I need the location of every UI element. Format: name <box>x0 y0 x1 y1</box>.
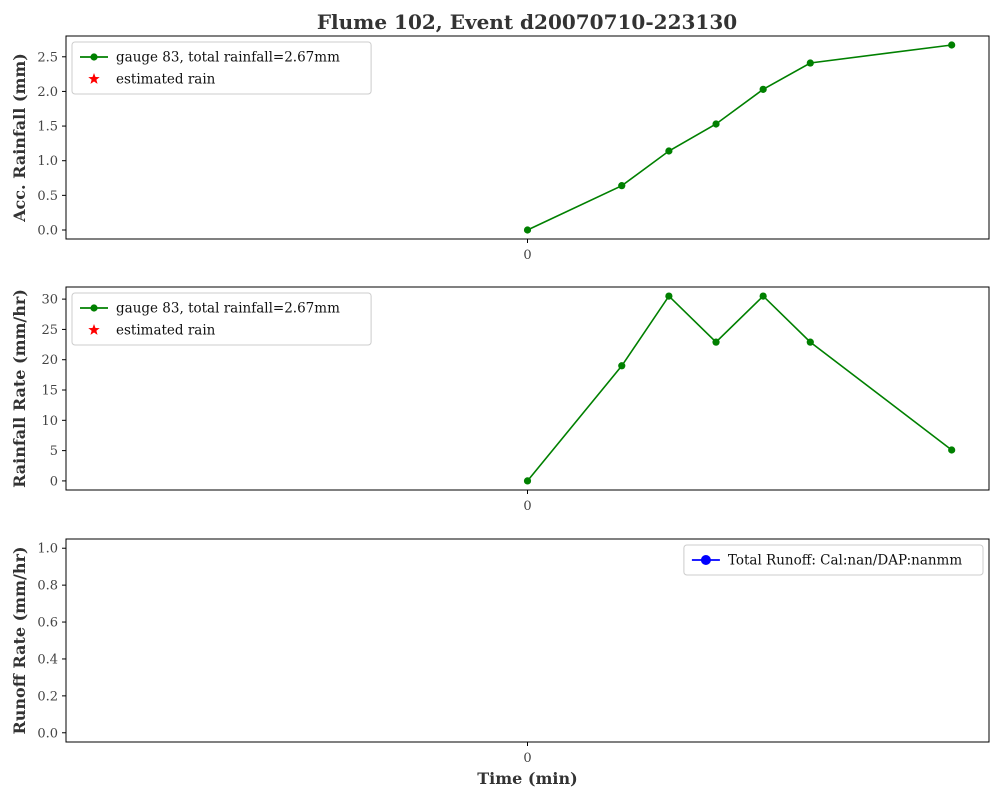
x-tick-label: 0 <box>523 248 531 263</box>
y-tick-label: 1.0 <box>37 154 58 169</box>
legend: gauge 83, total rainfall=2.67mm estimated… <box>71 41 372 95</box>
legend-label: estimated rain <box>116 72 216 88</box>
y-tick-label: 0.0 <box>37 223 58 238</box>
y-tick-label: 0.8 <box>37 579 58 594</box>
data-point <box>712 120 720 128</box>
legend: gauge 83, total rainfall=2.67mm estimated… <box>71 292 372 346</box>
y-tick-label: 0 <box>50 474 58 489</box>
legend-label: gauge 83, total rainfall=2.67mm <box>116 50 340 66</box>
legend-box <box>683 544 984 576</box>
data-point <box>712 338 720 346</box>
y-tick-label: 0.6 <box>37 616 58 631</box>
legend-box <box>71 292 372 346</box>
series-line <box>527 44 952 231</box>
legend-marker-star <box>88 324 100 335</box>
y-tick-label: 25 <box>41 323 58 338</box>
legend-box <box>71 41 372 95</box>
panel-2: 0 5 10 15 20 25 30 0 Rainfall Rate (mm/hr) gauge … <box>10 286 990 514</box>
y-tick-label: 15 <box>41 384 58 399</box>
legend-marker <box>90 53 98 61</box>
y-tick-label: 0.5 <box>37 189 58 204</box>
y-tick-label: 0.4 <box>37 652 58 667</box>
data-point <box>618 182 626 190</box>
data-point <box>523 226 532 234</box>
y-tick-label: 5 <box>50 444 58 459</box>
data-point <box>806 59 814 67</box>
y-tick-label: 0.0 <box>37 726 58 741</box>
data-point <box>523 477 532 485</box>
data-point <box>806 338 814 346</box>
y-tick-label: 1.5 <box>37 120 58 135</box>
data-point <box>759 85 767 93</box>
data-point <box>618 362 626 370</box>
y-tick-label: 0.2 <box>37 689 58 704</box>
x-tick-label: 0 <box>523 499 531 514</box>
legend-label: Total Runoff: Cal:nan/DAP:nanmm <box>728 553 962 569</box>
data-point <box>948 446 956 454</box>
data-point <box>948 41 956 49</box>
legend: Total Runoff: Cal:nan/DAP:nanmm <box>683 544 984 576</box>
panel-1: 0.0 0.5 1.0 1.5 2.0 2.5 0 Acc. Rainfall (mm) gau… <box>10 35 990 263</box>
data-point <box>665 147 673 155</box>
x-axis-label: Time (min) <box>477 769 577 788</box>
y-axis-label: Rainfall Rate (mm/hr) <box>10 289 29 488</box>
x-tick-label: 0 <box>523 751 531 766</box>
y-tick-label: 10 <box>41 414 58 429</box>
panel-3: 0.0 0.2 0.4 0.6 0.8 1.0 0 Runoff Rate (mm/hr) Ti… <box>10 538 990 788</box>
figure-title: Flume 102, Event d20070710-223130 <box>317 10 737 34</box>
legend-label: estimated rain <box>116 323 216 339</box>
y-tick-label: 20 <box>41 353 58 368</box>
data-point <box>759 292 767 300</box>
data-point <box>665 292 673 300</box>
y-tick-label: 2.0 <box>37 85 58 100</box>
y-tick-label: 2.5 <box>37 50 58 65</box>
legend-label: gauge 83, total rainfall=2.67mm <box>116 301 340 317</box>
legend-marker <box>700 555 711 565</box>
legend-marker <box>90 304 98 312</box>
series-line <box>526 294 953 482</box>
y-axis-label: Runoff Rate (mm/hr) <box>10 546 29 734</box>
y-tick-label: 30 <box>41 293 58 308</box>
y-axis-label: Acc. Rainfall (mm) <box>10 53 29 223</box>
legend-marker-star <box>88 73 100 84</box>
y-tick-label: 1.0 <box>37 542 58 557</box>
